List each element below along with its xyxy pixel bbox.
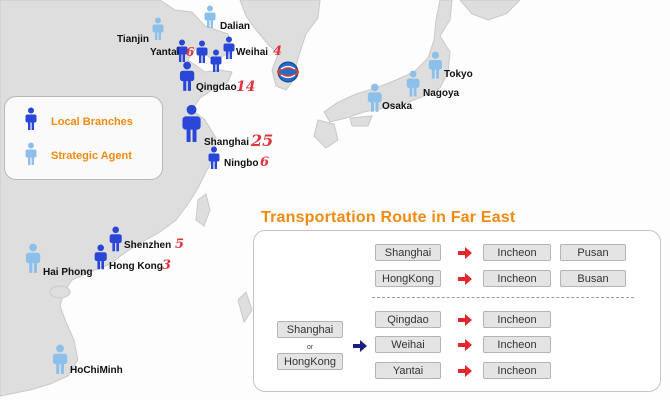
land-japan-hokkaido: [459, 0, 521, 21]
land-hainan: [49, 285, 71, 299]
route-alt-busan: Busan: [560, 270, 626, 287]
count-weihai: 4: [273, 44, 283, 59]
route-title: Transportation Route in Far East: [261, 209, 516, 226]
land-japan-shikoku: [349, 115, 373, 127]
person-icon: [109, 226, 122, 252]
land-japan-kyushu: [313, 119, 339, 149]
arrow-right-icon: [458, 365, 472, 377]
route-panel: Shanghai Incheon Pusan HongKong Incheon …: [253, 230, 661, 392]
person-icon: [196, 40, 208, 63]
route-origin-weihai: Weihai: [375, 336, 441, 353]
route-port-incheon: Incheon: [483, 244, 551, 261]
land-taiwan: [195, 193, 211, 227]
route-port-incheon: Incheon: [483, 362, 551, 379]
route-origin-qingdao: Qingdao: [375, 311, 441, 328]
route-origin-hongkong: HongKong: [375, 270, 441, 287]
count-shenzhen: 5: [175, 237, 185, 252]
count-hong-kong: 3: [162, 258, 172, 273]
city-label-shanghai: Shanghai: [204, 137, 250, 148]
person-icon: [152, 17, 164, 40]
city-label-weihai: Weihai: [236, 47, 269, 58]
arrow-right-icon: [353, 340, 367, 352]
city-label-tianjin: Tianjin: [117, 34, 150, 45]
route-port-incheon: Incheon: [483, 336, 551, 353]
person-icon: [182, 104, 201, 142]
arrow-right-icon: [458, 314, 472, 326]
person-icon: [406, 70, 420, 97]
count-shanghai: 25: [251, 131, 274, 150]
city-label-hochiminh: HoChiMinh: [70, 365, 123, 376]
person-icon: [52, 344, 68, 374]
land-korea: [239, 0, 321, 91]
arrow-right-icon: [458, 247, 472, 259]
city-label-dalian: Dalian: [220, 21, 251, 32]
globe-logo-icon: [277, 61, 299, 83]
or-label: or: [307, 344, 314, 351]
city-label-qingdao: Qingdao: [196, 82, 237, 93]
person-icon: [208, 146, 220, 169]
person-icon: [25, 243, 41, 273]
city-label-osaka: Osaka: [382, 101, 413, 112]
arrow-right-icon: [458, 339, 472, 351]
route-origin-shanghai: Shanghai: [277, 321, 343, 338]
city-label-hong-kong: Hong Kong: [109, 261, 163, 272]
person-icon-strategic-agent: [25, 142, 37, 165]
person-icon: [179, 61, 195, 91]
count-yantai: 6: [186, 45, 195, 59]
route-origin-shanghai: Shanghai: [375, 244, 441, 261]
city-label-hai-phong: Hai Phong: [43, 267, 93, 278]
person-icon-local-branches: [25, 107, 37, 130]
route-port-incheon: Incheon: [483, 311, 551, 328]
legend: Local Branches Strategic Agent: [4, 96, 163, 180]
person-icon: [176, 39, 188, 62]
person-icon: [367, 83, 382, 112]
route-origin-yantai: Yantai: [375, 362, 441, 379]
route-port-incheon: Incheon: [483, 270, 551, 287]
city-label-nagoya: Nagoya: [423, 88, 460, 99]
city-label-tokyo: Tokyo: [444, 69, 473, 80]
legend-strategic-agent: Strategic Agent: [51, 150, 132, 162]
city-label-ningbo: Ningbo: [224, 158, 259, 169]
city-label-shenzhen: Shenzhen: [124, 240, 172, 251]
count-ningbo: 6: [260, 155, 270, 170]
route-origin-hongkong: HongKong: [277, 353, 343, 370]
person-icon: [428, 51, 442, 79]
person-icon: [204, 5, 216, 28]
city-label-yantai: Yantai: [150, 47, 180, 58]
route-alt-pusan: Pusan: [560, 244, 626, 261]
count-qingdao: 14: [236, 79, 256, 95]
land-philippines: [237, 291, 253, 324]
legend-local-branches: Local Branches: [51, 116, 133, 128]
person-icon: [210, 49, 222, 72]
person-icon: [223, 36, 235, 59]
land-japan-honshu: [323, 0, 453, 123]
divider: [372, 297, 634, 298]
arrow-right-icon: [458, 273, 472, 285]
person-icon: [94, 244, 107, 270]
